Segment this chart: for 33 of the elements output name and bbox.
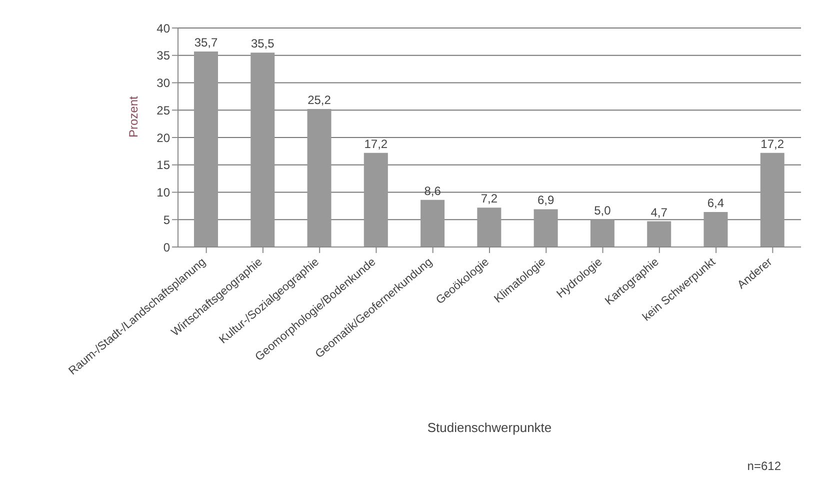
data-label: 4,7 [650,205,668,220]
bar [477,208,502,247]
y-tick-label: 35 [156,48,170,63]
data-label: 5,0 [594,204,612,218]
y-tick-label: 20 [156,130,170,145]
y-tick-label: 25 [156,103,170,118]
y-tick-label: 15 [156,158,170,172]
data-label: 35,5 [250,36,275,51]
bar [704,212,728,247]
data-label: 6,4 [707,196,724,210]
text: n=612 [747,459,781,473]
x-axis-title: Studienschwerpunkte [427,420,552,435]
bar [534,209,558,247]
bar [420,200,445,247]
data-label: 6,9 [537,193,554,208]
bar [364,152,388,247]
bar [250,52,275,247]
bar [194,52,218,247]
bar [647,221,672,247]
data-label: 17,2 [760,136,784,151]
bar [760,152,784,247]
y-tick-label: 30 [156,76,170,90]
bar [590,220,614,247]
data-label: 35,7 [194,36,218,50]
data-label: 25,2 [308,93,332,108]
y-tick-label: 10 [156,186,170,200]
y-tick-label: 5 [163,212,170,227]
y-axis-title: Prozent [126,95,140,138]
data-label: 17,2 [364,136,388,151]
y-tick-label: 0 [163,240,170,254]
bar [307,109,332,247]
y-tick-label: 40 [156,21,170,36]
data-label: 7,2 [480,192,498,206]
